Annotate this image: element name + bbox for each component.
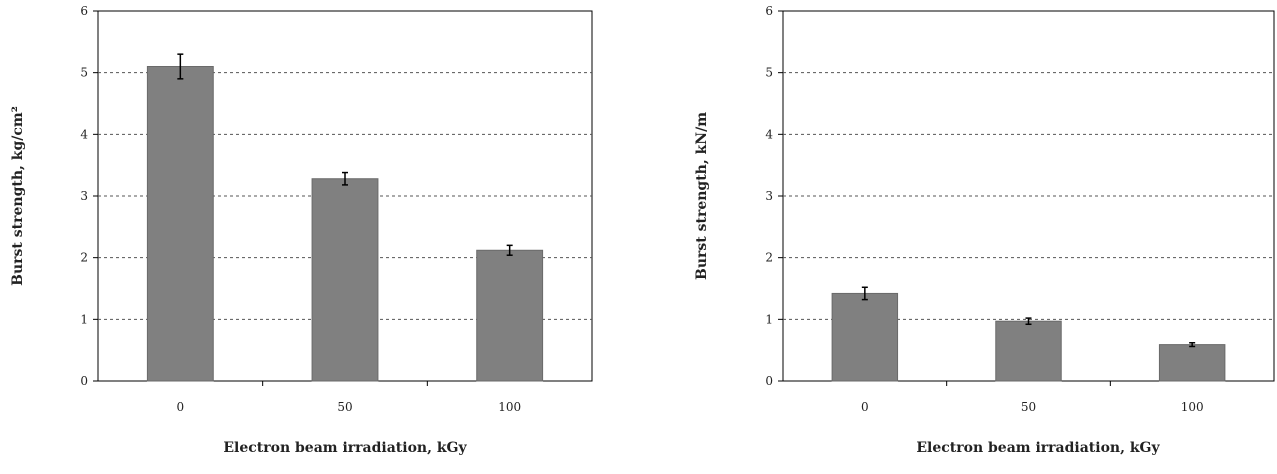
chart-left-xtick-label: 100 <box>498 400 521 414</box>
chart-left-bar-50 <box>311 178 379 382</box>
chart-right-ytick-label: 1 <box>765 312 773 326</box>
chart-left-bar-100 <box>476 249 544 382</box>
chart-right-bar-100 <box>1158 344 1226 382</box>
chart-left-ytick-label: 3 <box>80 189 88 203</box>
chart-left-xtick-label: 50 <box>337 400 352 414</box>
chart-left-xlabel: Electron beam irradiation, kGy <box>223 440 467 456</box>
chart-left-ytick-label: 5 <box>80 66 88 80</box>
chart-left-ytick-label: 6 <box>80 4 88 18</box>
chart-right-ytick-label: 3 <box>765 189 773 203</box>
chart-left-ytick-label: 2 <box>80 251 88 265</box>
chart-right-ylabel: Burst strength, kN/m <box>694 112 710 280</box>
chart-left-ylabel: Burst strength, kg/cm² <box>10 106 26 286</box>
chart-left-xtick-label: 0 <box>177 400 185 414</box>
chart-right-bar-50 <box>995 320 1062 382</box>
chart-right-xtick-label: 100 <box>1181 400 1204 414</box>
chart-right-ytick-label: 2 <box>765 251 773 265</box>
chart-right: Burst strength, kN/m Electron beam irrad… <box>694 4 1275 456</box>
chart-left-ytick-label: 1 <box>80 312 88 326</box>
chart-right-ytick-label: 6 <box>765 4 773 18</box>
chart-right-xtick-label: 50 <box>1021 400 1036 414</box>
chart-right-ytick-label: 5 <box>765 66 773 80</box>
chart-right-bar-0 <box>831 292 899 382</box>
chart-right-xtick-label: 0 <box>861 400 869 414</box>
chart-left-ytick-label: 0 <box>80 374 88 388</box>
chart-right-ytick-label: 0 <box>765 374 773 388</box>
chart-right-xlabel: Electron beam irradiation, kGy <box>916 440 1160 456</box>
chart-left-ytick-label: 4 <box>80 127 88 141</box>
chart-left-bar-0 <box>146 66 214 382</box>
chart-left: Burst strength, kg/cm² Electron beam irr… <box>10 4 593 456</box>
chart-right-ytick-label: 4 <box>765 127 773 141</box>
